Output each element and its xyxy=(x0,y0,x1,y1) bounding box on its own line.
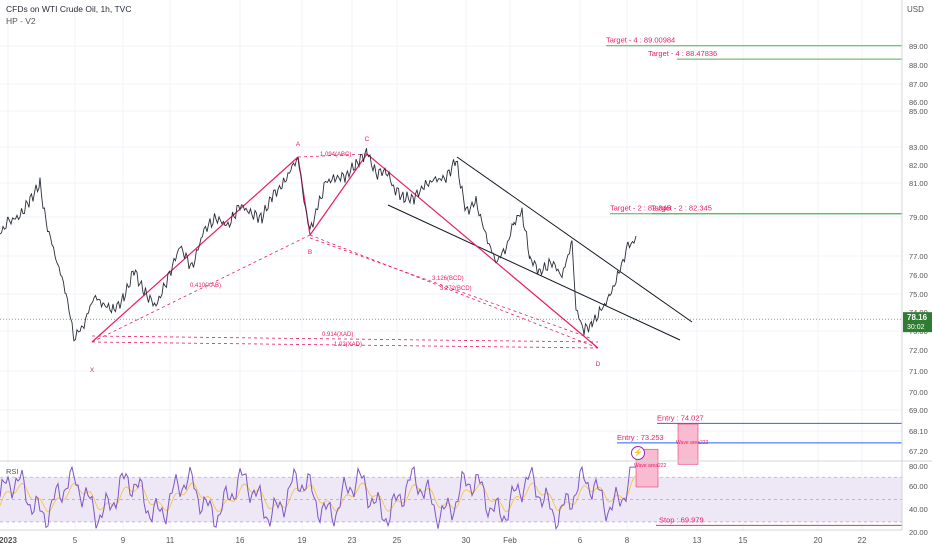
price-tick-label: 77.00 xyxy=(909,252,928,261)
rsi-tick-label: 40.00 xyxy=(909,505,928,514)
price-tick-label: 71.00 xyxy=(909,367,928,376)
ratio-label: 3.126(BCD) xyxy=(432,276,464,282)
price-tick-label: 89.00 xyxy=(909,42,928,51)
price-tick-label: 79.00 xyxy=(909,213,928,222)
ratio-label: 3.272(BCD) xyxy=(440,286,472,292)
time-tick-label: 25 xyxy=(393,536,402,545)
currency-label: USD xyxy=(907,5,924,14)
ratio-label: 1.02(XAD) xyxy=(334,342,362,348)
rsi-ma-line xyxy=(0,475,637,513)
price-tick-label: 76.00 xyxy=(909,271,928,280)
pattern-point-label: A xyxy=(296,141,301,148)
price-tick-label: 67.20 xyxy=(909,447,928,456)
grid xyxy=(0,0,902,530)
price-tick-label: 86.00 xyxy=(909,98,928,107)
lightning-icon[interactable]: ⚡ xyxy=(631,446,645,460)
time-tick-label: 9 xyxy=(121,536,126,545)
level-label: Entry : 74.027 xyxy=(657,413,704,422)
price-tick-label: 85.00 xyxy=(909,107,928,116)
price-tick-label: 69.00 xyxy=(909,406,928,415)
time-tick-label: 22 xyxy=(858,536,867,545)
wave-area-box xyxy=(677,423,699,465)
time-tick-label: 8 xyxy=(625,536,630,545)
pattern-leg xyxy=(366,153,599,349)
price-tick-label: 81.00 xyxy=(909,179,928,188)
level-lines: Target - 4 : 89.00984 Target - 4 : 88.478… xyxy=(0,36,902,526)
last-price-badge xyxy=(903,312,932,333)
time-tick-label: 16 xyxy=(236,536,245,545)
level-label: Target - 4 : 88.47836 xyxy=(648,49,717,58)
ratio-label: 1.094(ABC) xyxy=(320,152,351,158)
time-tick-label: 2023 xyxy=(0,536,17,545)
rsi-tick-label: 20.00 xyxy=(909,528,928,537)
price-tick-label: 87.00 xyxy=(909,80,928,89)
trendline-upper xyxy=(456,156,693,323)
trendline-lower xyxy=(387,204,681,341)
pattern-leg xyxy=(309,153,368,236)
time-tick-label: Feb xyxy=(503,536,517,545)
last-price-value: 78.16 xyxy=(907,313,928,322)
rsi-label: RSI xyxy=(6,467,19,476)
price-series xyxy=(0,148,637,342)
pattern-ratio-line xyxy=(91,335,599,343)
time-tick-label: 30 xyxy=(462,536,471,545)
pattern-ratio-line xyxy=(309,237,591,339)
rsi-series xyxy=(0,465,637,530)
time-tick-label: 13 xyxy=(693,536,702,545)
price-tick-label: 82.00 xyxy=(909,161,928,170)
pattern-point-label: C xyxy=(365,136,370,143)
price-tick-label: 68.10 xyxy=(909,427,928,436)
level-label: Target - 2 : 82.345 xyxy=(610,204,671,213)
wave-area-label: Wave area222 xyxy=(634,463,667,469)
level-label: Target - 2 : 82.345 xyxy=(651,204,712,213)
level-label: Stop : 69.979 xyxy=(659,515,704,524)
time-tick-label: 5 xyxy=(73,536,78,545)
rsi-tick-label: 80.00 xyxy=(909,462,928,471)
time-tick-label: 20 xyxy=(814,536,823,545)
pattern-point-label: B xyxy=(308,249,312,256)
harmonic-pattern: X A B C D 0.410(XAB) 1.094(ABC) 3.126(BCD) 3.272… xyxy=(90,136,601,374)
pattern-point-label: X xyxy=(90,367,95,374)
time-tick-label: 15 xyxy=(739,536,748,545)
rsi-line xyxy=(0,465,636,530)
pattern-leg xyxy=(91,156,299,343)
price-tick-label: 70.00 xyxy=(909,388,928,397)
price-tick-label: 88.00 xyxy=(909,61,928,70)
pattern-ratio-line xyxy=(91,234,311,343)
chart-title: CFDs on WTI Crude Oil, 1h, TVC xyxy=(6,4,132,14)
indicator-label: HP - V2 xyxy=(6,16,36,26)
wave-area-label: Wave area222 xyxy=(676,440,709,446)
time-tick-label: 23 xyxy=(348,536,357,545)
price-tick-label: 83.00 xyxy=(909,143,928,152)
level-label: Target - 4 : 89.00984 xyxy=(606,36,675,45)
price-tick-label: 75.00 xyxy=(909,290,928,299)
level-label: Entry : 73.253 xyxy=(617,433,664,442)
ratio-label: 0.914(XAD) xyxy=(322,332,353,338)
rsi-tick-label: 60.00 xyxy=(909,482,928,491)
pattern-point-label: D xyxy=(596,361,601,368)
time-tick-label: 19 xyxy=(298,536,307,545)
ratio-label: 0.410(XAB) xyxy=(190,283,221,289)
time-tick-label: 6 xyxy=(578,536,583,545)
price-tick-label: 72.00 xyxy=(909,346,928,355)
time-tick-label: 11 xyxy=(166,536,175,545)
pattern-ratio-line xyxy=(91,341,599,349)
countdown-value: 30:02 xyxy=(907,324,925,331)
price-line xyxy=(0,148,637,342)
trendlines xyxy=(387,156,693,341)
